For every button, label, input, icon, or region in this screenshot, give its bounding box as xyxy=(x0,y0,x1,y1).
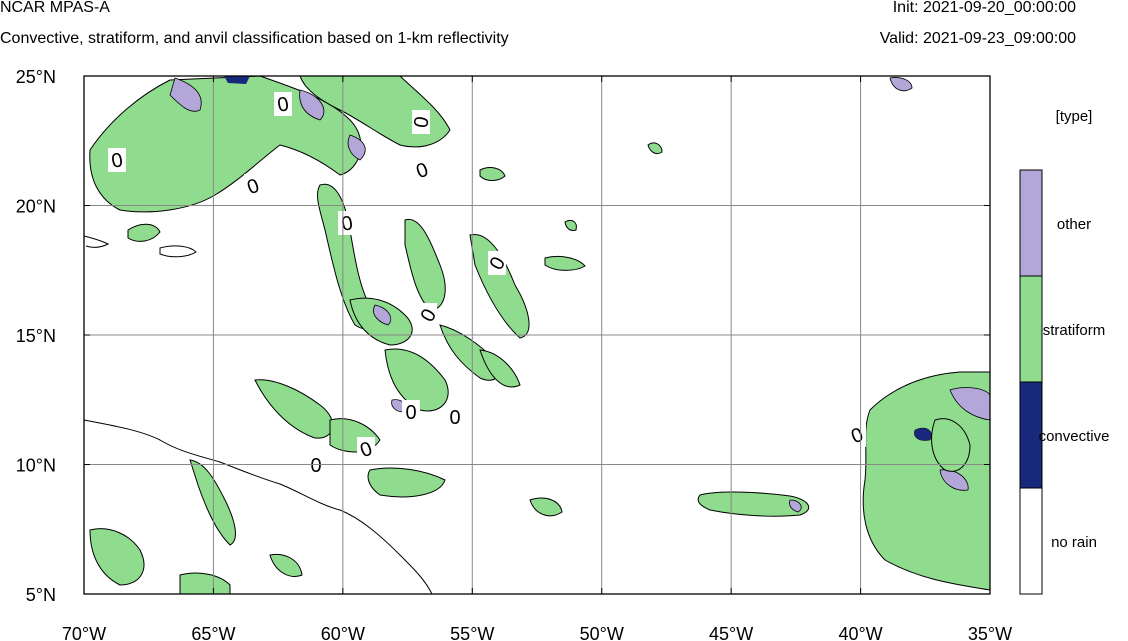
valid-time: Valid: 2021-09-23_09:00:00 xyxy=(879,30,1076,47)
stratiform-region xyxy=(269,553,303,577)
contour-label-bg xyxy=(446,405,464,429)
contour-label-bg xyxy=(848,423,866,447)
stratiform-region xyxy=(89,76,362,213)
figure-title: NCAR MPAS-A xyxy=(0,0,110,16)
axis-labels: 70°W 65°W 60°W 55°W 50°W 45°W 40°W 35°W 25°N 20°N… xyxy=(16,67,1012,641)
contour-label: 0 xyxy=(410,115,434,130)
contour-label-bg xyxy=(402,400,420,424)
lat-lon-grid xyxy=(84,76,990,594)
stratiform-region xyxy=(469,234,530,339)
lon-tick-label: 35°W xyxy=(968,624,1012,641)
lat-tick-label: 20°N xyxy=(16,197,56,217)
legend-label: stratiform xyxy=(1043,322,1106,339)
lon-tick-label: 45°W xyxy=(709,624,753,641)
stratiform-region xyxy=(254,379,334,439)
legend-swatch xyxy=(1019,275,1043,383)
stratiform-region xyxy=(89,528,145,586)
contour-label-bg xyxy=(357,437,375,461)
convective-region xyxy=(914,427,932,441)
other-region xyxy=(789,499,802,513)
legend-swatch xyxy=(1019,487,1043,595)
stratiform-region xyxy=(544,255,586,271)
other-region xyxy=(299,89,325,121)
lat-tick-label: 5°N xyxy=(26,585,56,605)
contour-label-bg xyxy=(244,174,262,198)
lat-tick-label: 15°N xyxy=(16,326,56,346)
other-region xyxy=(949,387,990,421)
stratiform-region xyxy=(479,349,521,388)
contour-label-bg xyxy=(419,303,437,327)
lon-tick-label: 50°W xyxy=(580,624,624,641)
contour-label: 0 xyxy=(449,407,460,429)
other-region xyxy=(347,134,366,161)
init-time: Init: 2021-09-20_00:00:00 xyxy=(892,0,1076,16)
stratiform-region xyxy=(127,223,161,242)
stratiform-region xyxy=(479,167,506,181)
lon-tick-label: 65°W xyxy=(191,624,235,641)
stratiform-region xyxy=(647,142,663,155)
stratiform-region xyxy=(529,497,563,517)
lon-tick-label: 55°W xyxy=(450,624,494,641)
other-region xyxy=(889,77,913,92)
lat-tick-label: 25°N xyxy=(16,67,56,87)
contour-label: 0 xyxy=(276,93,291,117)
contour-label-bg xyxy=(413,158,431,182)
stratiform-region xyxy=(384,348,449,412)
legend-label: convective xyxy=(1039,428,1110,445)
lat-tick-label: 10°N xyxy=(16,456,56,476)
stratiform-region xyxy=(367,467,446,498)
contour-label: 0 xyxy=(310,455,321,477)
contour-label: 0 xyxy=(110,149,125,173)
legend-label: other xyxy=(1057,216,1091,233)
lon-tick-label: 70°W xyxy=(62,624,106,641)
stratiform-region xyxy=(697,491,810,517)
contour-label: 0 xyxy=(405,402,416,424)
stratiform-region xyxy=(564,219,577,231)
legend-swatch xyxy=(1019,169,1043,277)
stratiform-region xyxy=(931,418,971,472)
figure-subtitle: Convective, stratiform, and anvil classi… xyxy=(0,30,509,47)
convective-region xyxy=(224,76,250,84)
coastline xyxy=(84,235,433,594)
legend-title: [type] xyxy=(1056,108,1093,125)
stratiform-region xyxy=(404,218,446,311)
stratiform-region xyxy=(179,572,231,594)
contour-label-bg xyxy=(488,251,506,275)
legend: [type] other stratiform convective no rain xyxy=(1019,108,1110,595)
other-region xyxy=(373,304,392,326)
axis-ticks xyxy=(83,75,991,595)
other-region xyxy=(169,77,202,112)
contour-label-bg xyxy=(108,148,126,172)
lon-tick-label: 40°W xyxy=(838,624,882,641)
legend-label: no rain xyxy=(1051,534,1097,551)
stratiform-region xyxy=(189,459,236,546)
contour-label-bg xyxy=(274,92,292,116)
contour-label-bg xyxy=(412,110,430,134)
contour-label: 0 xyxy=(340,212,355,236)
lon-tick-label: 60°W xyxy=(321,624,365,641)
